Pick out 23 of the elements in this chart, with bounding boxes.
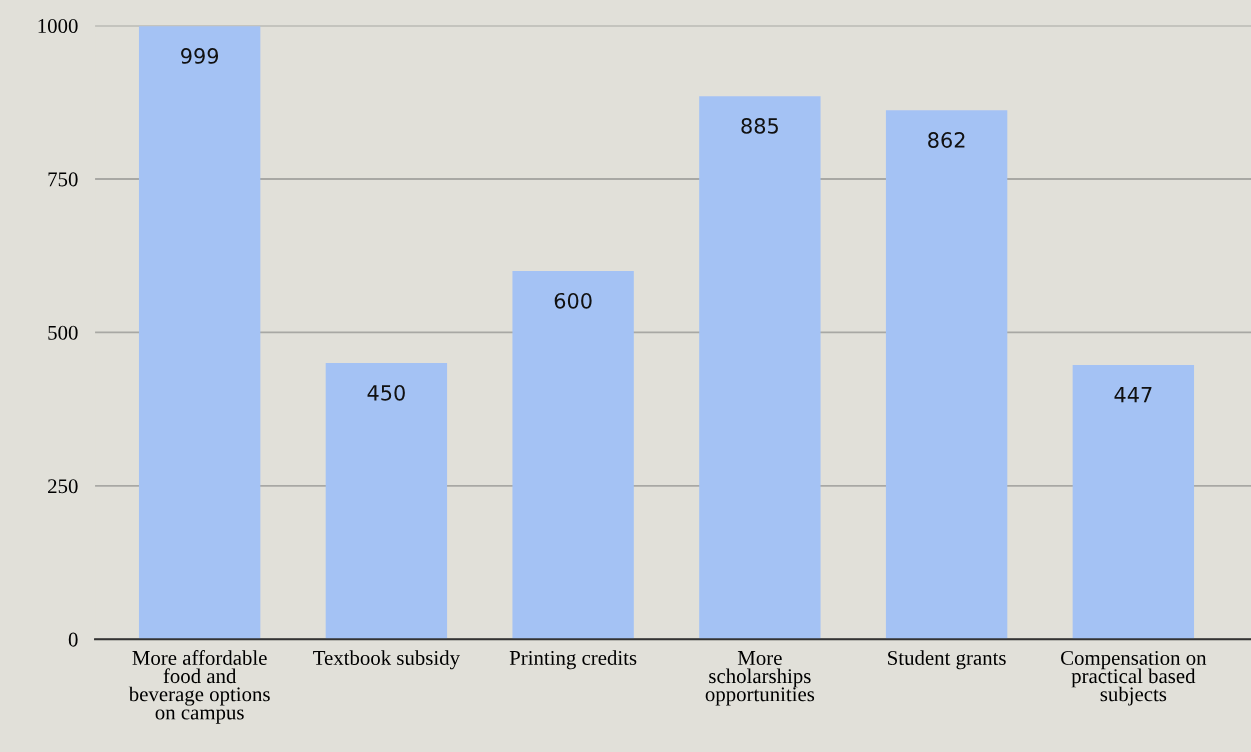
x-tick-label: Printing credits — [509, 650, 637, 670]
data-label: 999 — [181, 48, 219, 64]
y-tick-label: 1000 — [38, 18, 78, 33]
data-label: 447 — [1114, 387, 1152, 403]
y-tick-label: 0 — [68, 632, 78, 647]
bar — [1072, 364, 1195, 640]
bar — [325, 363, 448, 640]
y-tick-label: 750 — [48, 172, 78, 187]
data-label: 885 — [741, 118, 778, 134]
bar — [512, 271, 634, 640]
data-label: 600 — [554, 292, 592, 309]
bar — [885, 110, 1008, 640]
data-label: 450 — [367, 384, 405, 401]
bar — [138, 26, 261, 640]
x-tick-label: More affordable food and beverage options on campus — [128, 650, 270, 724]
data-label: 862 — [928, 132, 965, 148]
x-tick-label: Compensation on practical based subjects — [1061, 650, 1207, 706]
y-tick-label: 500 — [48, 325, 78, 340]
bar — [699, 96, 821, 640]
x-tick-label: Textbook subsidy — [313, 650, 460, 670]
y-tick-label: 250 — [48, 479, 78, 494]
x-tick-label: More scholarships opportunities — [705, 651, 815, 706]
x-tick-label: Student grants — [888, 650, 1006, 670]
